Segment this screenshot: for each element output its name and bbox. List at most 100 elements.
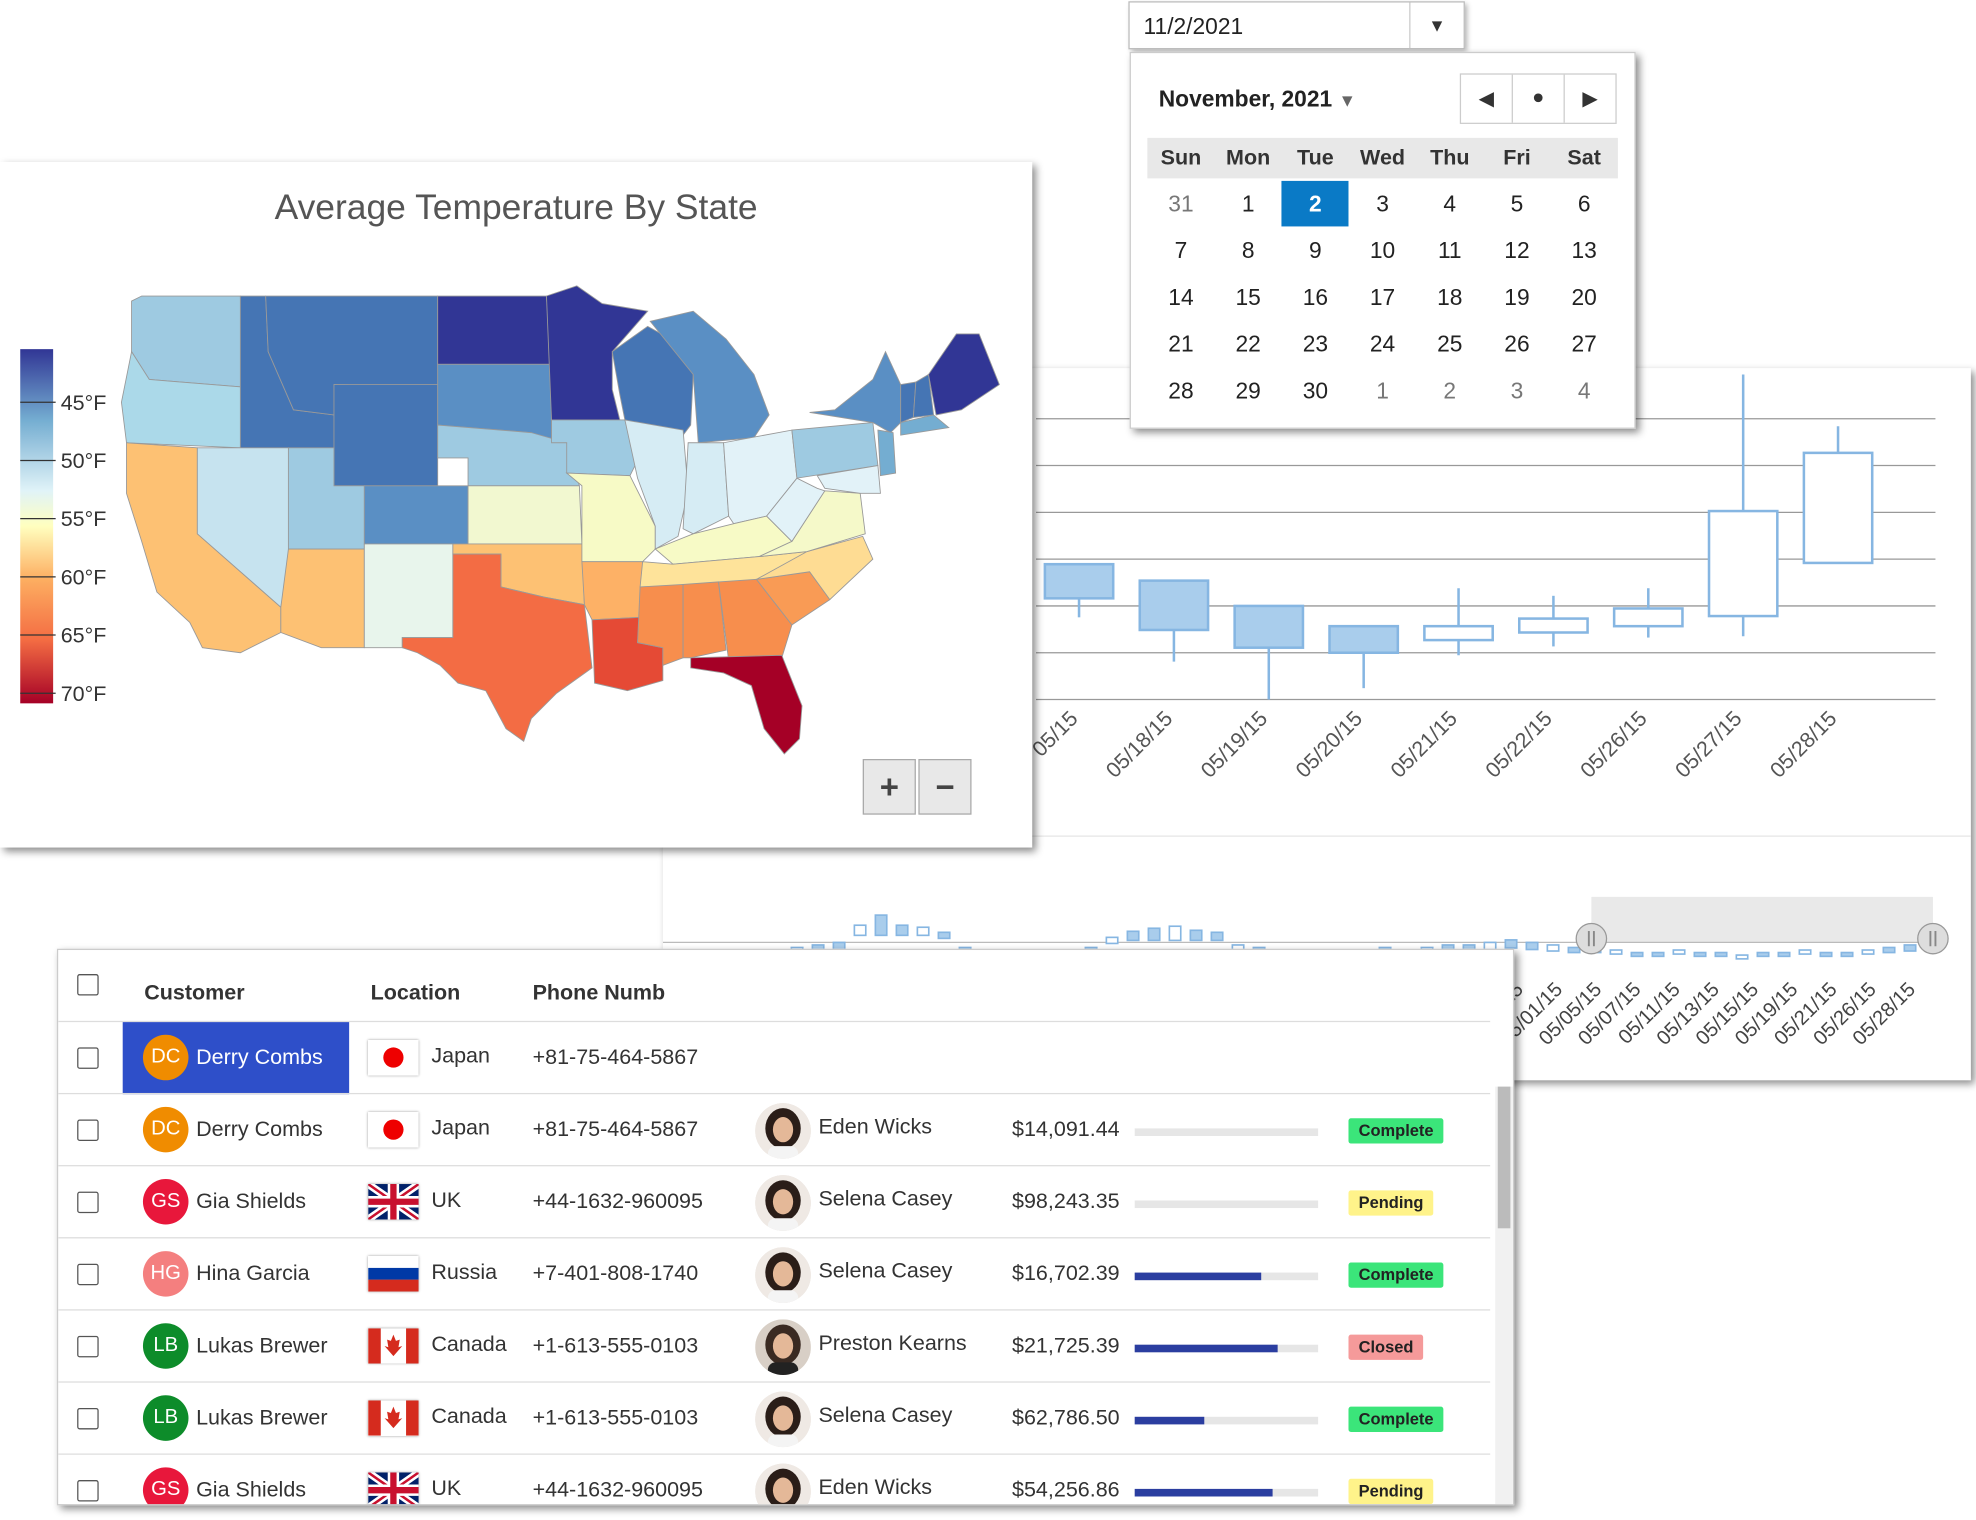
calendar-day[interactable]: 14 bbox=[1168, 284, 1194, 310]
table-row[interactable]: LB Lukas Brewer Canada +1-613-555-0103 Prest… bbox=[58, 1309, 1491, 1382]
customer-name[interactable]: Lukas Brewer bbox=[196, 1333, 328, 1358]
calendar-day[interactable]: 10 bbox=[1369, 237, 1396, 264]
state-arizona[interactable] bbox=[280, 548, 365, 649]
state-alabama[interactable] bbox=[682, 581, 727, 659]
state-washington[interactable] bbox=[131, 295, 244, 388]
calendar-day[interactable]: 20 bbox=[1571, 284, 1597, 310]
customer-name[interactable]: Gia Shields bbox=[196, 1189, 307, 1214]
next-month-button[interactable]: ▶ bbox=[1563, 74, 1616, 123]
candle-body[interactable] bbox=[1423, 624, 1494, 642]
zoom-out-button[interactable]: − bbox=[918, 759, 972, 815]
column-header-location[interactable]: Location bbox=[370, 980, 461, 1005]
calendar-day[interactable]: 5 bbox=[1510, 191, 1524, 217]
calendar-day[interactable]: 31 bbox=[1168, 191, 1194, 217]
state-new-york[interactable] bbox=[809, 350, 902, 434]
calendar-month-title[interactable]: November, 2021 ▼ bbox=[1159, 86, 1356, 113]
calendar-day[interactable]: 6 bbox=[1577, 191, 1591, 217]
table-row[interactable]: DC Derry Combs Japan +81-75-464-5867 bbox=[58, 1020, 1491, 1095]
state-maryland[interactable] bbox=[816, 465, 881, 494]
calendar-day[interactable]: 29 bbox=[1235, 378, 1261, 404]
today-button[interactable]: ● bbox=[1511, 74, 1564, 123]
state-maine[interactable] bbox=[928, 333, 1000, 416]
state-colorado[interactable] bbox=[363, 485, 469, 545]
calendar-day[interactable]: 12 bbox=[1504, 237, 1530, 264]
scrollbar-thumb[interactable] bbox=[1497, 1086, 1511, 1229]
prev-month-button[interactable]: ◀ bbox=[1461, 75, 1512, 123]
state-wyoming[interactable] bbox=[333, 384, 439, 487]
range-handle-right[interactable] bbox=[1917, 922, 1949, 955]
dropdown-toggle-button[interactable]: ▼ bbox=[1409, 2, 1463, 49]
candle-body[interactable] bbox=[1517, 617, 1589, 634]
date-picker-input[interactable]: 11/2/2021 ▼ bbox=[1128, 1, 1465, 50]
calendar-day[interactable]: 27 bbox=[1571, 331, 1597, 357]
row-checkbox[interactable] bbox=[77, 1191, 99, 1214]
row-checkbox[interactable] bbox=[77, 1480, 99, 1502]
state-illinois[interactable] bbox=[624, 419, 689, 550]
column-header-phone[interactable]: Phone Numb bbox=[532, 980, 666, 1005]
vertical-scrollbar[interactable] bbox=[1495, 1086, 1513, 1505]
state-north-dakota[interactable] bbox=[437, 295, 553, 365]
column-header-customer[interactable]: Customer bbox=[144, 980, 245, 1005]
table-row[interactable]: GS Gia Shields UK +44-1632-960095 Eden Wicks… bbox=[58, 1453, 1491, 1505]
calendar-day[interactable]: 3 bbox=[1376, 191, 1389, 217]
calendar-day[interactable]: 18 bbox=[1437, 284, 1463, 310]
customer-name[interactable]: Lukas Brewer bbox=[196, 1405, 328, 1430]
state-indiana[interactable] bbox=[682, 442, 730, 535]
calendar-day[interactable]: 7 bbox=[1174, 237, 1188, 264]
calendar-day[interactable]: 4 bbox=[1443, 191, 1457, 217]
state-west-virginia[interactable] bbox=[765, 477, 826, 543]
calendar-day-selected[interactable]: 2 bbox=[1281, 180, 1349, 227]
zoom-in-button[interactable]: + bbox=[862, 759, 916, 815]
calendar-day[interactable]: 15 bbox=[1235, 284, 1261, 310]
table-row[interactable]: HG Hina Garcia Russia +7-401-808-1740 Selena… bbox=[58, 1237, 1491, 1310]
state-missouri[interactable] bbox=[565, 472, 656, 563]
state-new-mexico[interactable] bbox=[363, 543, 454, 649]
row-checkbox[interactable] bbox=[77, 1335, 99, 1358]
state-wisconsin[interactable] bbox=[611, 325, 694, 436]
calendar-day[interactable]: 1 bbox=[1241, 191, 1255, 217]
calendar-day[interactable]: 26 bbox=[1504, 331, 1530, 357]
calendar-day[interactable]: 9 bbox=[1309, 237, 1322, 264]
calendar-day[interactable]: 4 bbox=[1577, 378, 1591, 404]
select-all-checkbox[interactable] bbox=[77, 974, 99, 996]
candle-body[interactable] bbox=[1707, 509, 1779, 618]
calendar-day[interactable]: 25 bbox=[1437, 331, 1463, 357]
state-michigan[interactable] bbox=[649, 310, 770, 444]
customer-name[interactable]: Derry Combs bbox=[196, 1116, 323, 1142]
candle-body[interactable] bbox=[1612, 607, 1684, 628]
customer-name[interactable]: Derry Combs bbox=[196, 1044, 323, 1069]
calendar-day[interactable]: 11 bbox=[1437, 237, 1462, 264]
candle-body[interactable] bbox=[1138, 579, 1210, 632]
calendar-day[interactable]: 23 bbox=[1302, 331, 1329, 357]
table-row[interactable]: GS Gia Shields UK +44-1632-960095 Selena Cas… bbox=[58, 1165, 1491, 1238]
navigator-selected-range[interactable] bbox=[1591, 896, 1933, 943]
calendar-day[interactable]: 30 bbox=[1302, 378, 1329, 404]
state-texas[interactable] bbox=[401, 553, 593, 742]
calendar-day[interactable]: 3 bbox=[1510, 378, 1524, 404]
state-kansas[interactable] bbox=[467, 485, 583, 545]
row-checkbox[interactable] bbox=[77, 1119, 99, 1142]
calendar-day[interactable]: 22 bbox=[1235, 331, 1261, 357]
row-checkbox[interactable] bbox=[77, 1047, 99, 1069]
calendar-day[interactable]: 21 bbox=[1168, 331, 1194, 357]
calendar-day[interactable]: 19 bbox=[1504, 284, 1530, 310]
customer-name[interactable]: Gia Shields bbox=[196, 1477, 307, 1502]
calendar-day[interactable]: 24 bbox=[1369, 331, 1396, 357]
candle-body[interactable] bbox=[1802, 451, 1874, 565]
calendar-day[interactable]: 28 bbox=[1168, 378, 1194, 404]
candle-body[interactable] bbox=[1233, 604, 1305, 649]
calendar-day[interactable]: 13 bbox=[1571, 237, 1597, 264]
calendar-day[interactable]: 17 bbox=[1369, 284, 1396, 310]
calendar-day[interactable]: 2 bbox=[1443, 378, 1457, 404]
state-massachusetts[interactable] bbox=[900, 414, 950, 436]
row-checkbox[interactable] bbox=[77, 1407, 99, 1430]
range-handle-left[interactable] bbox=[1575, 922, 1608, 955]
row-checkbox[interactable] bbox=[77, 1263, 99, 1286]
state-new-jersey[interactable] bbox=[877, 429, 897, 477]
calendar-day[interactable]: 1 bbox=[1376, 378, 1389, 404]
states-layer[interactable] bbox=[120, 285, 1000, 755]
calendar-day[interactable]: 8 bbox=[1241, 237, 1255, 264]
table-row[interactable]: LB Lukas Brewer Canada +1-613-555-0103 Selen… bbox=[58, 1381, 1491, 1454]
state-georgia[interactable] bbox=[718, 578, 793, 661]
customer-name[interactable]: Hina Garcia bbox=[196, 1261, 310, 1286]
